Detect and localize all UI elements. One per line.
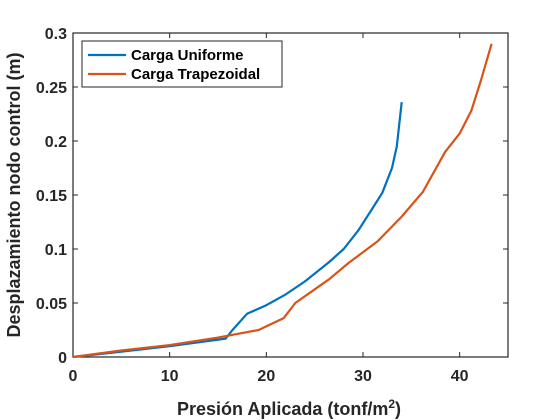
legend-label: Carga Uniforme: [131, 47, 244, 64]
x-tick-label: 0: [69, 368, 78, 385]
y-tick-label: 0.25: [36, 80, 67, 97]
x-axis-label-superscript: 2: [388, 397, 395, 411]
x-tick-label: 20: [257, 368, 275, 385]
legend: Carga Uniforme Carga Trapezoidal: [81, 40, 283, 88]
tick-labels: 0 10 20 30 40 0 0.05 0.1 0.15 0.2 0.25 0.3: [36, 26, 508, 385]
series-layer: [72, 43, 493, 359]
y-tick-label: 0: [58, 350, 67, 367]
y-tick-label: 0.3: [45, 26, 67, 43]
legend-box: [81, 40, 283, 88]
series-line-carga-uniforme: [72, 101, 403, 359]
x-axis-label: Presión Aplicada (tonf/m2): [177, 397, 401, 419]
y-tick-label: 0.1: [45, 242, 67, 259]
x-tick-label: 30: [354, 368, 372, 385]
legend-label: Carga Trapezoidal: [131, 66, 260, 83]
y-tick-label: 0.2: [45, 134, 67, 151]
y-axis-label: Desplazamiento nodo control (m): [4, 52, 24, 337]
x-tick-label: 40: [451, 368, 469, 385]
series-line-carga-trapezoidal: [72, 43, 493, 359]
y-tick-label: 0.15: [36, 188, 67, 205]
x-tick-label: 10: [161, 368, 179, 385]
y-tick-label: 0.05: [36, 296, 67, 313]
